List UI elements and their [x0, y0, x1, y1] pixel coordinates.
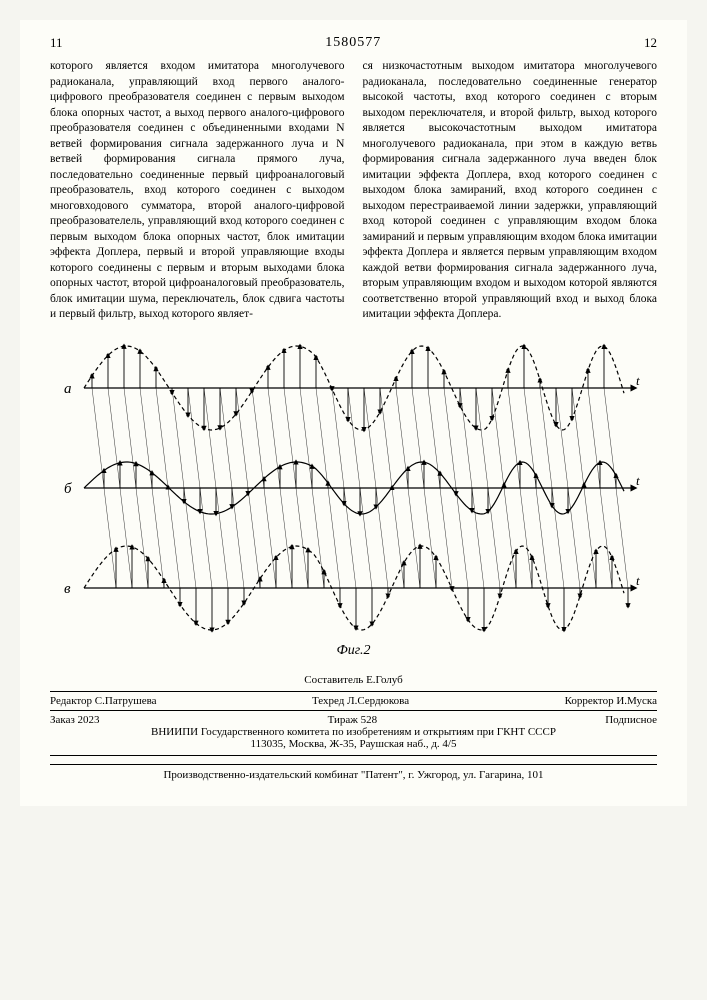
- corrector-credit: Корректор И.Муска: [565, 695, 657, 707]
- patent-number: 1580577: [63, 35, 644, 51]
- page-num-left: 11: [50, 35, 63, 51]
- svg-text:а: а: [64, 381, 72, 397]
- figure-2: а t б t в t: [50, 338, 657, 638]
- svg-text:t: t: [636, 473, 640, 488]
- compiler-credit: Составитель Е.Голуб: [50, 674, 657, 686]
- waveform-diagram: а t б t в t: [54, 338, 654, 638]
- figure-caption: Фиг.2: [50, 643, 657, 659]
- text-columns: которого является входом имитатора много…: [50, 59, 657, 323]
- footer-block: Заказ 2023 Тираж 528 Подписное ВНИИПИ Го…: [50, 714, 657, 756]
- page: 11 1580577 12 которого является входом и…: [20, 20, 687, 806]
- address-line: 113035, Москва, Ж-35, Раушская наб., д. …: [50, 738, 657, 750]
- techred-credit: Техред Л.Сердюкова: [312, 695, 409, 707]
- svg-text:t: t: [636, 373, 640, 388]
- order-row: Заказ 2023 Тираж 528 Подписное: [50, 714, 657, 726]
- tirazh: Тираж 528: [328, 714, 378, 726]
- page-num-right: 12: [644, 35, 657, 51]
- svg-text:б: б: [64, 481, 72, 497]
- header-row: 11 1580577 12: [50, 35, 657, 51]
- column-left: которого является входом имитатора много…: [50, 59, 345, 323]
- subscription: Подписное: [605, 714, 657, 726]
- svg-text:в: в: [64, 581, 71, 597]
- editor-credit: Редактор С.Патрушева: [50, 695, 157, 707]
- svg-text:t: t: [636, 573, 640, 588]
- column-right: ся низкочастотным выходом имитатора мног…: [363, 59, 658, 323]
- order-number: Заказ 2023: [50, 714, 100, 726]
- printer-footer: Производственно-издательский комбинат "П…: [50, 764, 657, 781]
- org-line: ВНИИПИ Государственного комитета по изоб…: [50, 726, 657, 738]
- credits-row: Редактор С.Патрушева Техред Л.Сердюкова …: [50, 691, 657, 711]
